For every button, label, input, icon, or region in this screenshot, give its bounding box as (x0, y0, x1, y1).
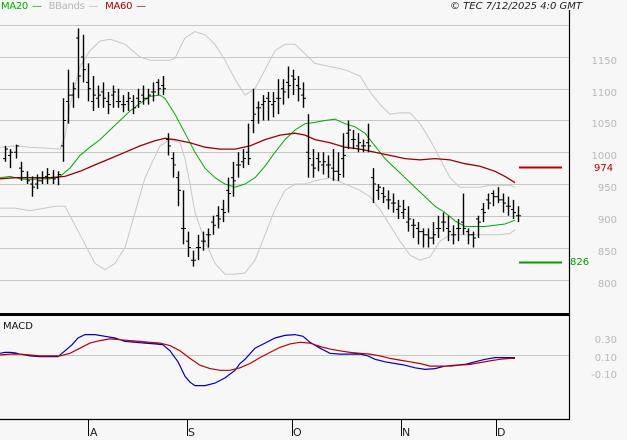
legend-ma20: MA20 (1, 1, 28, 12)
price-label-1050: 1050 (591, 119, 617, 130)
copyright-timestamp: © TEC 7/12/2025 4:0 GMT (450, 1, 582, 12)
macd-label-010: 0.10 (594, 353, 617, 364)
x-label-aug: A (90, 426, 98, 439)
ohlc-bars (3, 28, 521, 267)
macd-title: MACD (3, 321, 33, 332)
legend: MA20— BBands — MA60— (1, 1, 150, 12)
support-level-label: 826 (570, 257, 590, 268)
price-gridlines (0, 25, 569, 356)
chart-frame (0, 10, 571, 436)
x-label-dec: D (497, 426, 506, 439)
legend-ma60: MA60 (105, 1, 133, 12)
bollinger-bands (0, 31, 516, 275)
legend-bbands-swatch: — (88, 1, 99, 12)
price-label-1150: 1150 (591, 56, 617, 67)
macd-lines (0, 333, 515, 387)
macd-label-neg010: -0.10 (591, 370, 617, 381)
macd-label-030: 0.30 (594, 335, 617, 346)
x-label-nov: N (402, 426, 411, 439)
price-label-900: 900 (597, 215, 617, 226)
price-label-950: 950 (597, 183, 617, 194)
moving-averages (0, 94, 516, 227)
price-label-850: 850 (597, 247, 617, 258)
x-label-sep: S (188, 426, 195, 439)
legend-bbands: BBands (48, 1, 85, 12)
price-label-1000: 1000 (591, 151, 617, 162)
level-lines (519, 166, 562, 264)
resistance-level-label: 974 (594, 163, 614, 174)
legend-ma20-swatch: — (32, 1, 42, 12)
price-label-1100: 1100 (591, 88, 617, 99)
price-label-800: 800 (597, 279, 617, 290)
legend-ma60-swatch: — (136, 1, 146, 12)
x-label-oct: O (293, 426, 302, 439)
